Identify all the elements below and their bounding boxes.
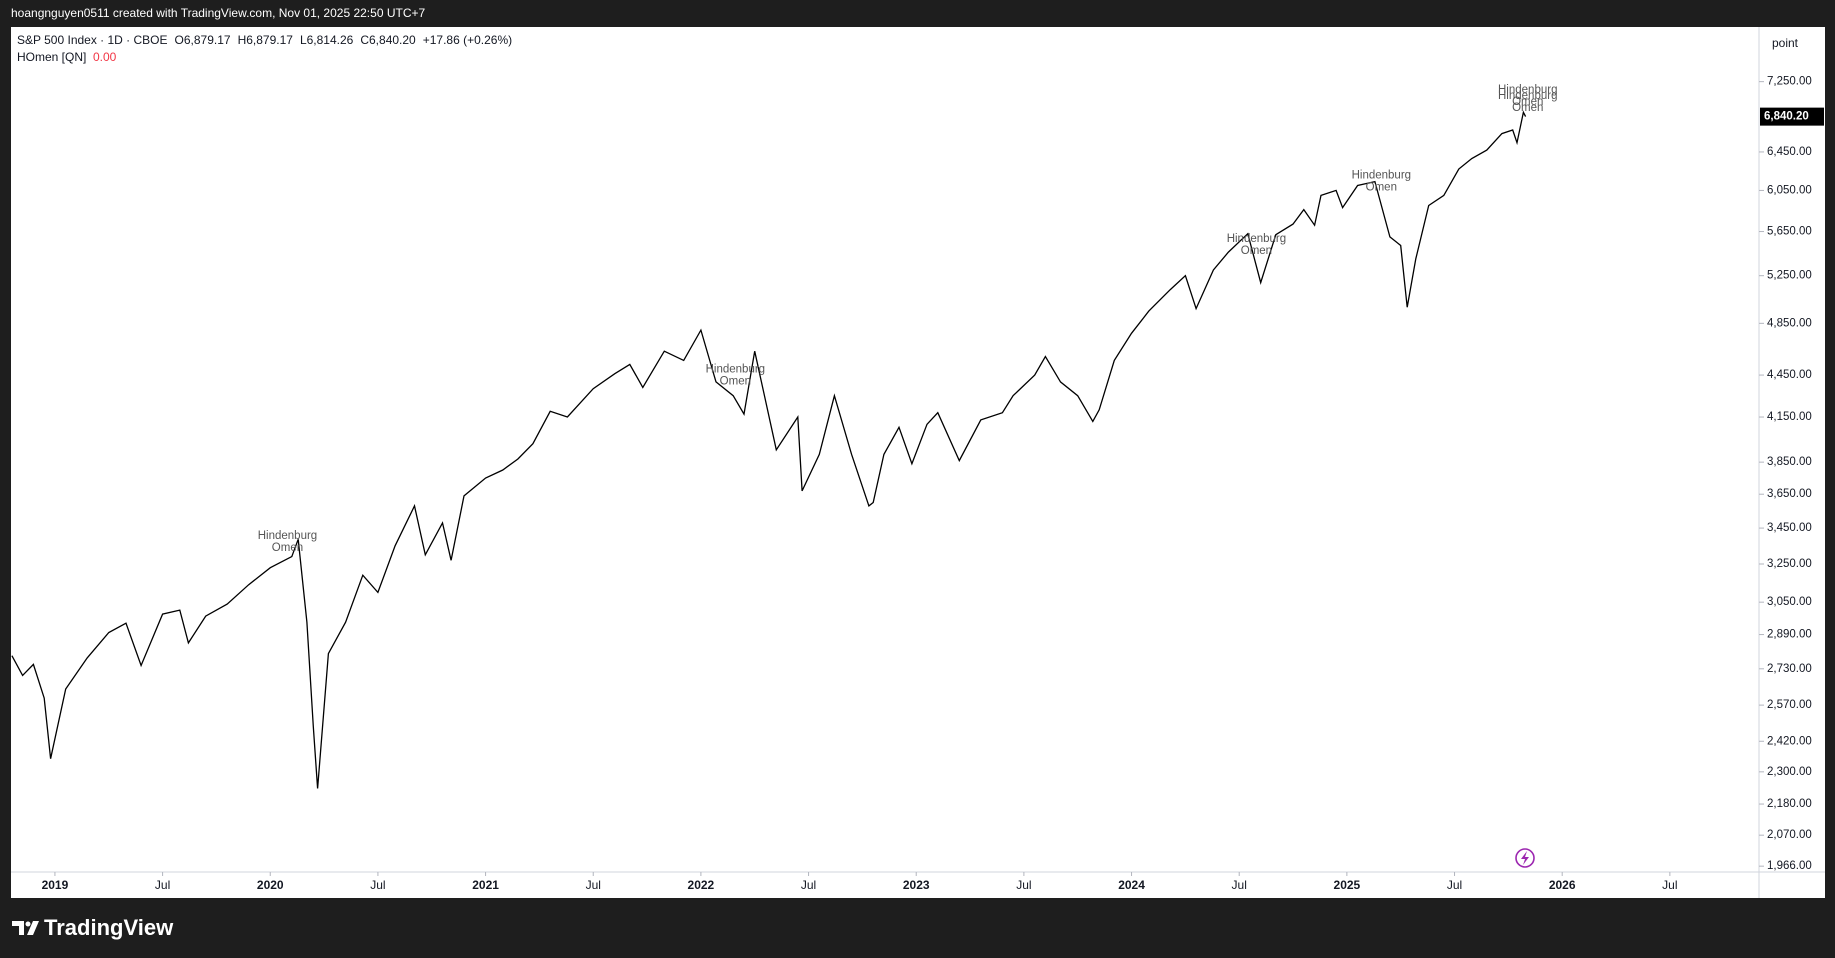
y-tick-label: 2,300.00	[1767, 766, 1812, 778]
logo-text: TradingView	[44, 915, 174, 940]
price-line	[11, 110, 1527, 789]
ohlc-value: L6,814.26	[300, 33, 354, 47]
annotation: Omen	[272, 542, 303, 554]
x-tick-label: Jul	[1016, 878, 1031, 892]
x-tick-label: 2023	[903, 878, 930, 892]
annotation: Omen	[1512, 96, 1543, 108]
annotation: Hindenburg	[706, 364, 765, 376]
y-tick-label: 3,850.00	[1767, 456, 1812, 468]
x-tick-label: 2019	[42, 878, 69, 892]
annotation: Omen	[1241, 245, 1272, 257]
annotation: Hindenburg	[1498, 84, 1557, 96]
credit: hoangnguyen0511 created with TradingView…	[11, 6, 425, 20]
y-tick-label: 5,650.00	[1767, 226, 1812, 238]
y-tick-label: 2,890.00	[1767, 629, 1812, 641]
x-tick-label: Jul	[1662, 878, 1677, 892]
x-tick-label: Jul	[155, 878, 170, 892]
y-tick-label: 7,250.00	[1767, 76, 1812, 88]
y-tick-label: 2,180.00	[1767, 798, 1812, 810]
legend: S&P 500 Index · 1D · CBOE O6,879.17 H6,879…	[17, 33, 512, 64]
last-price-box	[1760, 107, 1824, 126]
annotation: Omen	[720, 376, 751, 388]
y-tick-label: 2,730.00	[1767, 663, 1812, 675]
last-price-label: 6,840.20	[1764, 111, 1809, 123]
change: +17.86 (+0.26%)	[423, 33, 512, 47]
y-tick-label: 3,250.00	[1767, 558, 1812, 570]
y-tick-label: 3,450.00	[1767, 522, 1812, 534]
x-tick-label: Jul	[586, 878, 601, 892]
annotation: Omen	[1512, 102, 1543, 114]
x-tick-label: Jul	[370, 878, 385, 892]
y-tick-label: 3,650.00	[1767, 488, 1812, 500]
y-tick-label: 4,850.00	[1767, 317, 1812, 329]
x-tick-label: Jul	[801, 878, 816, 892]
x-tick-label: 2021	[472, 878, 499, 892]
y-tick-label: 3,050.00	[1767, 596, 1812, 608]
ohlc-value: C6,840.20	[360, 33, 416, 47]
y-tick-label: 4,450.00	[1767, 369, 1812, 381]
annotation: Omen	[1366, 182, 1397, 194]
y-tick-label: 5,250.00	[1767, 270, 1812, 282]
x-tick-label: 2026	[1549, 878, 1576, 892]
annotation: Hindenburg	[1352, 170, 1411, 182]
indicator-value: 0.00	[93, 50, 117, 64]
indicator-name: HOmen [QN]	[17, 50, 86, 64]
x-tick-label: Jul	[1447, 878, 1462, 892]
logo: TradingView	[12, 915, 174, 940]
x-tick-label: 2024	[1118, 878, 1145, 892]
y-tick-label: 2,070.00	[1767, 829, 1812, 841]
annotation: Hindenburg	[1227, 233, 1286, 245]
x-tick-label: 2025	[1334, 878, 1361, 892]
plot: HindenburgOmenHindenburgOmenHindenburgOm…	[11, 84, 1557, 789]
annotation: Hindenburg	[258, 530, 317, 542]
y-tick-label: 2,570.00	[1767, 699, 1812, 711]
lightning-icon	[1515, 848, 1535, 868]
y-tick-label: 1,966.00	[1767, 860, 1812, 872]
axis-unit: point	[1772, 36, 1799, 50]
y-tick-label: 2,420.00	[1767, 735, 1812, 747]
chart-background	[11, 27, 1825, 898]
y-tick-label: 6,050.00	[1767, 184, 1812, 196]
annotation: Hindenburg	[1498, 90, 1557, 102]
ohlc-value: O6,879.17	[175, 33, 231, 47]
x-tick-label: Jul	[1232, 878, 1247, 892]
x-tick-label: 2020	[257, 878, 284, 892]
y-tick-label: 6,450.00	[1767, 146, 1812, 158]
symbol: S&P 500 Index · 1D · CBOE	[17, 33, 168, 47]
x-tick-label: 2022	[688, 878, 715, 892]
ohlc-value: H6,879.17	[238, 33, 294, 47]
y-tick-label: 4,150.00	[1767, 411, 1812, 423]
